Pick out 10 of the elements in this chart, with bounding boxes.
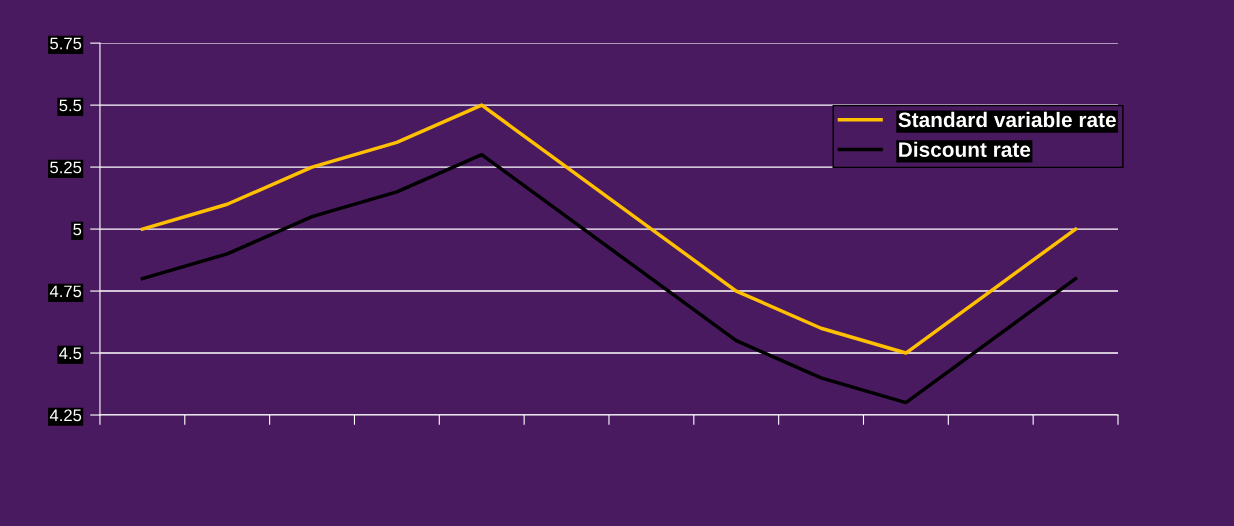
y-tick-label: 4.25: [49, 409, 82, 422]
legend-label: Standard variable rate: [898, 111, 1116, 128]
y-tick-label: 5.75: [50, 37, 82, 50]
y-tick-label: 5.5: [59, 99, 82, 112]
y-tick-label: 4.75: [49, 285, 82, 298]
y-tick-label: 5: [73, 223, 82, 236]
line-series: [140, 103, 1078, 355]
y-tick-label: 5.25: [50, 161, 82, 174]
legend-label: Discount rate: [899, 141, 1031, 157]
y-tick-label: 4.5: [59, 347, 82, 360]
